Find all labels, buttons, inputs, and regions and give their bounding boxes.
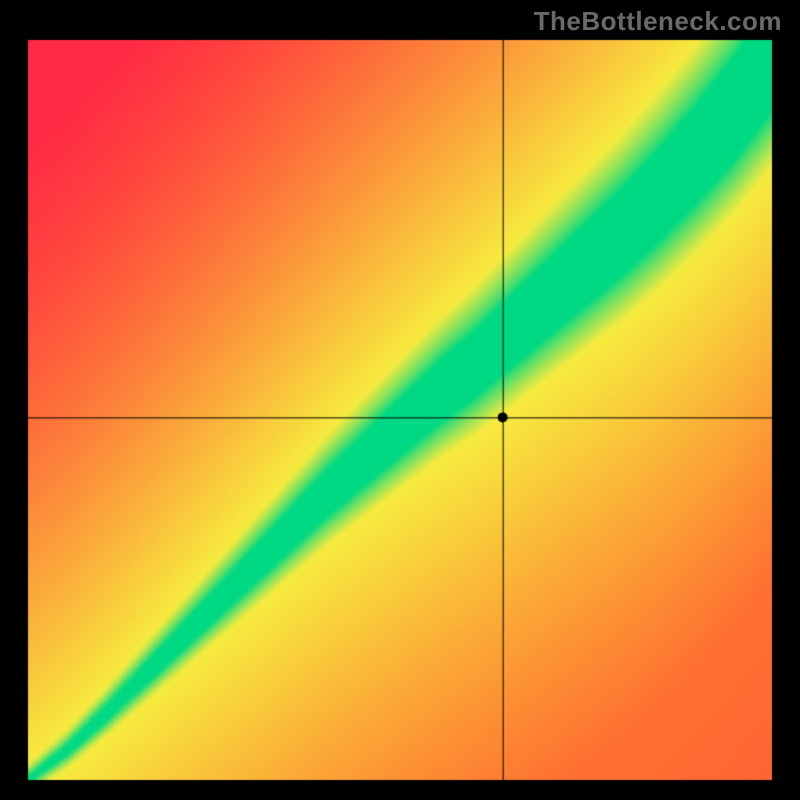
chart-container: { "meta": { "source_label": "TheBottlene…	[0, 0, 800, 800]
bottleneck-heatmap	[0, 0, 800, 800]
watermark-text: TheBottleneck.com	[534, 6, 782, 37]
